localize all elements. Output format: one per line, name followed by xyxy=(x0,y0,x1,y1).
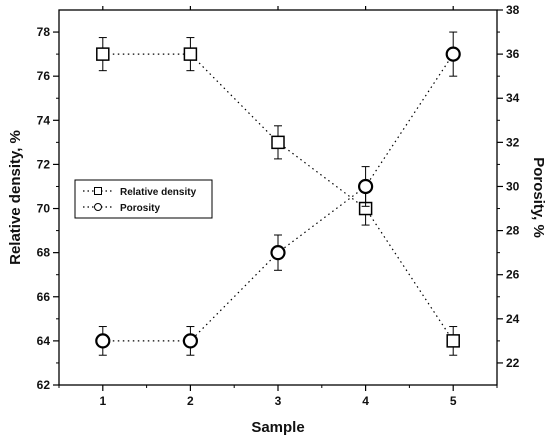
relative-density-point xyxy=(96,47,110,61)
porosity-point xyxy=(95,333,111,349)
relative-density-point xyxy=(271,135,285,150)
legend-relative-density-marker xyxy=(94,187,102,195)
y-right-tick-label: 28 xyxy=(506,224,520,238)
relative-density-point xyxy=(446,334,460,348)
porosity-point xyxy=(358,178,374,195)
x-axis-title: Sample xyxy=(251,419,304,436)
y-right-tick-label: 26 xyxy=(506,268,520,282)
x-tick-label: 3 xyxy=(275,394,282,408)
porosity-point xyxy=(445,46,461,62)
y-left-tick-label: 70 xyxy=(37,202,51,216)
y-left-tick-label: 68 xyxy=(37,246,51,260)
relative-density-point xyxy=(183,47,198,61)
legend-porosity-label: Porosity xyxy=(120,203,160,214)
y-right-tick-label: 34 xyxy=(506,91,520,105)
y-right-tick-label: 38 xyxy=(506,3,520,17)
y-right-tick-label: 36 xyxy=(506,47,520,61)
y-right-tick-label: 30 xyxy=(506,179,520,193)
y-right-tick-label: 22 xyxy=(506,356,520,370)
legend-relative-density-label: Relative density xyxy=(120,187,197,198)
x-tick-label: 4 xyxy=(362,394,369,408)
y-left-tick-label: 76 xyxy=(37,69,51,83)
legend-box xyxy=(74,179,213,219)
x-tick-label: 2 xyxy=(187,394,194,408)
y-right-axis-title: Porosity, % xyxy=(530,157,547,238)
legend-porosity-marker xyxy=(94,203,102,211)
x-tick-label: 1 xyxy=(99,394,106,408)
x-tick-label: 5 xyxy=(450,394,457,408)
porosity-point xyxy=(182,333,198,349)
y-left-tick-label: 64 xyxy=(37,334,51,348)
y-right-tick-label: 32 xyxy=(506,135,520,149)
y-left-tick-label: 72 xyxy=(37,157,51,171)
y-left-tick-label: 66 xyxy=(37,290,51,304)
y-left-tick-label: 62 xyxy=(37,378,51,392)
y-right-tick-label: 24 xyxy=(506,312,520,326)
y-left-tick-label: 78 xyxy=(37,25,51,39)
y-left-axis-title: Relative density, % xyxy=(7,130,24,265)
porosity-point xyxy=(270,245,286,261)
y-left-tick-label: 74 xyxy=(37,113,51,127)
